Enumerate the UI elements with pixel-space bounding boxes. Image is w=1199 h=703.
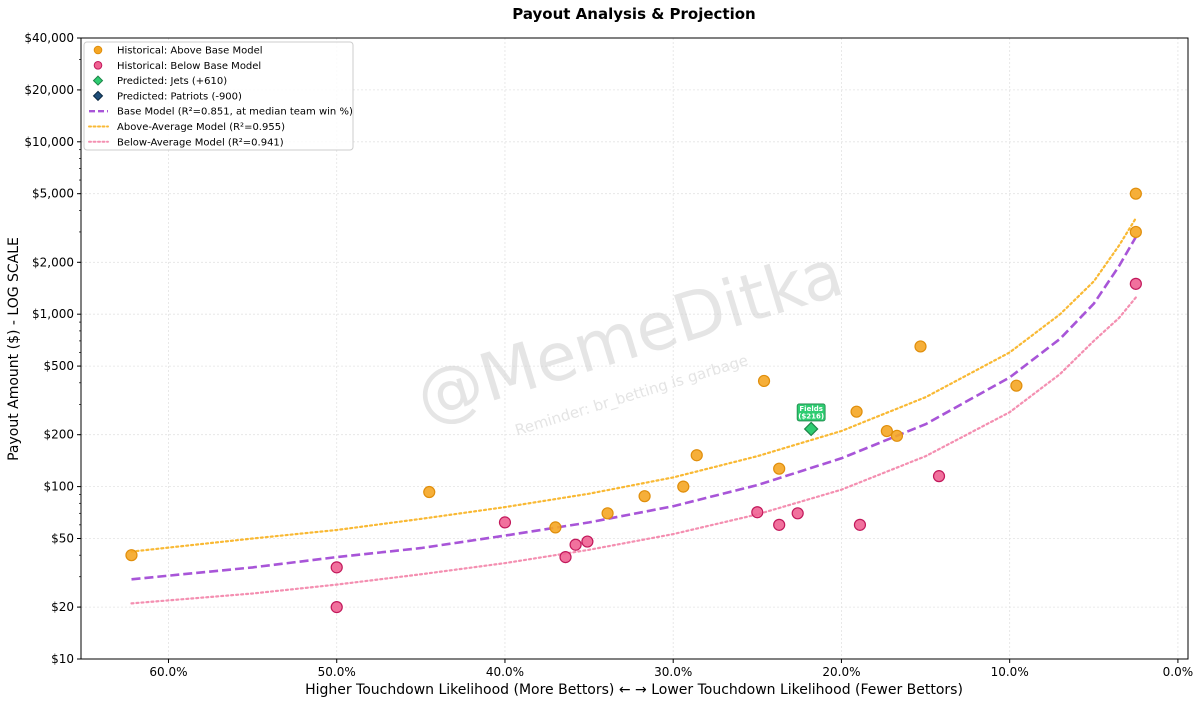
below-model-point [498, 516, 512, 529]
legend: Historical: Above Base Model Historical: … [83, 41, 354, 151]
below-model-point [932, 470, 946, 483]
above-model-point [690, 449, 703, 462]
above-model-point [638, 490, 651, 503]
y-tick-label: $500 [43, 359, 74, 373]
y-tick-label: $10 [51, 652, 74, 666]
watermark-text: @MemeDitka [407, 234, 851, 437]
model-lines [130, 217, 1137, 605]
below-model-point [581, 535, 594, 548]
above-model-point [601, 507, 614, 520]
y-tick-label: $1,000 [32, 307, 74, 321]
above-model-point [1129, 225, 1142, 239]
x-tick-label: 50.0% [318, 665, 356, 679]
legend-marker [93, 45, 103, 55]
y-tick-label: $20 [51, 600, 74, 614]
below-model-point [330, 561, 343, 574]
above-model-point [549, 521, 562, 534]
callout-box [796, 403, 826, 422]
base-model-line [131, 236, 1137, 581]
legend-label: Historical: Below Base Model [117, 61, 261, 72]
above-model-point [914, 340, 927, 353]
below-model-point [751, 506, 764, 519]
above-model-point [773, 462, 786, 475]
chart-title: Payout Analysis & Projection [512, 5, 755, 23]
x-tick-label: 30.0% [654, 665, 692, 679]
x-tick-label: 40.0% [486, 665, 524, 679]
y-tick-label: $100 [43, 480, 74, 494]
above-model-point [1129, 187, 1142, 200]
below-model-point [330, 601, 343, 614]
plot-frame [80, 37, 1189, 660]
y-tick-label: $200 [43, 428, 74, 442]
legend-label: Predicted: Jets (+610) [117, 76, 227, 87]
y-axis-label: Payout Amount ($) - LOG SCALE [6, 237, 22, 461]
below-model-point [853, 518, 867, 531]
watermark: @MemeDitka Reminder: br_betting is garba… [407, 234, 851, 440]
legend-marker [92, 75, 104, 86]
below-model-point [1129, 277, 1142, 290]
x-tick-label: 20.0% [822, 665, 860, 679]
legend-label: Predicted: Patriots (-900) [117, 91, 242, 102]
above-model-point [850, 405, 863, 418]
above-model-point [423, 485, 436, 499]
below-model-point [773, 518, 786, 531]
y-tick-label: $10,000 [24, 135, 74, 149]
legend-marker [93, 61, 103, 70]
y-tick-label: $5,000 [32, 187, 74, 201]
legend-box [83, 41, 354, 151]
axes: 60.0% 50.0% 40.0% 30.0% 20.0% 10.0% 0.0% $10 $20… [24, 31, 1193, 679]
below-model-point [569, 538, 582, 551]
predicted-jets-point [803, 421, 819, 437]
legend-marker [92, 90, 104, 102]
legend-label: Base Model (R²=0.851, at median team win… [117, 107, 353, 118]
y-tick-label: $2,000 [32, 255, 74, 269]
x-axis-label: Higher Touchdown Likelihood (More Bettor… [305, 682, 963, 698]
above-model-point [677, 480, 690, 493]
above-model-point [757, 374, 771, 388]
x-tick-label: 0.0% [1163, 665, 1194, 679]
above-average-model-line [130, 217, 1137, 553]
callout-value: ($216) [798, 412, 824, 420]
legend-label: Below-Average Model (R²=0.941) [117, 137, 284, 148]
x-tick-label: 10.0% [991, 665, 1029, 679]
above-model-point [880, 424, 893, 438]
above-model-point [890, 429, 904, 442]
x-tick-label: 60.0% [149, 665, 187, 679]
callout-name: Fields [799, 405, 823, 413]
below-model-point [791, 507, 804, 520]
above-model-point [125, 549, 138, 562]
above-model-point [1010, 379, 1023, 392]
y-tick-label: $20,000 [24, 83, 74, 97]
y-tick-label: $40,000 [24, 31, 74, 45]
legend-label: Above-Average Model (R²=0.955) [117, 122, 285, 133]
y-tick-label: $50 [51, 531, 74, 545]
prediction-callout: Fields($216) [796, 403, 826, 422]
data-points [125, 187, 1142, 614]
below-model-point [559, 550, 572, 564]
legend-label: Historical: Above Base Model [117, 46, 263, 57]
